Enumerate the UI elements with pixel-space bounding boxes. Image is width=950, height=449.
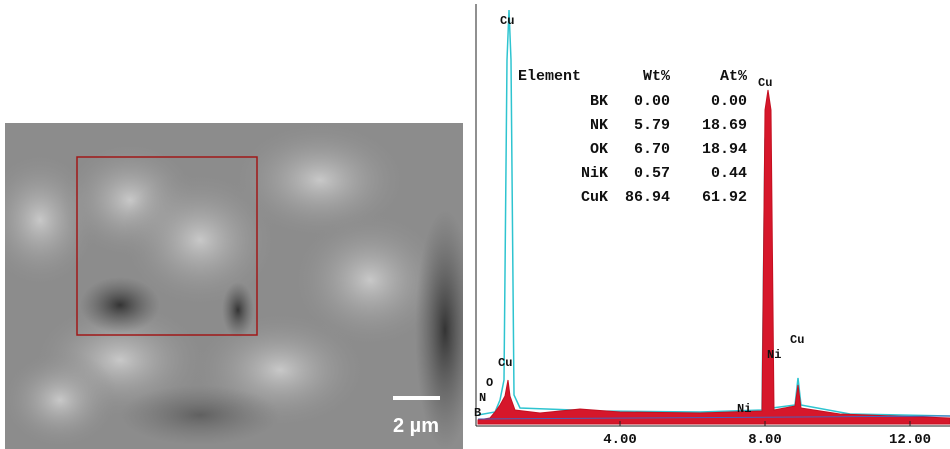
- table-cell: 18.69: [702, 117, 747, 134]
- table-cell: 0.57: [634, 165, 670, 182]
- peak-label: N: [479, 391, 486, 405]
- scale-bar-label: 2 µm: [393, 415, 439, 437]
- table-cell: OK: [590, 141, 608, 158]
- peak-label: Cu: [498, 356, 512, 370]
- table-cell: 0.44: [711, 165, 747, 182]
- peak-label: B: [474, 406, 481, 420]
- table-cell: 61.92: [702, 189, 747, 206]
- table-cell: 86.94: [625, 189, 670, 206]
- table-header: Wt%: [643, 68, 671, 85]
- table-cell: 0.00: [634, 93, 670, 110]
- table-cell: 18.94: [702, 141, 747, 158]
- table-cell: 5.79: [634, 117, 670, 134]
- x-tick-label: 8.00: [748, 432, 782, 448]
- table-header: At%: [720, 68, 748, 85]
- table-cell: BK: [590, 93, 608, 110]
- table-header: Element: [518, 68, 581, 85]
- peak-label: Cu: [790, 333, 804, 347]
- peak-label: O: [486, 376, 493, 390]
- table-cell: CuK: [581, 189, 608, 206]
- peak-label: Ni: [737, 402, 751, 416]
- figure: 2 µm Cu Cu Cu Ni Ni Cu ONB 4.00 8.00 12.00 Eleme…: [0, 0, 950, 449]
- x-tick-label: 4.00: [603, 432, 637, 448]
- table-cell: 6.70: [634, 141, 670, 158]
- table-cell: 0.00: [711, 93, 747, 110]
- peak-label: Cu: [758, 76, 772, 90]
- spectrum: Cu Cu Cu Ni Ni Cu ONB 4.00 8.00 12.00 Element Wt%…: [474, 0, 950, 449]
- peak-label: Cu: [500, 14, 514, 28]
- x-tick-label: 12.00: [889, 432, 931, 448]
- peak-label: Ni: [767, 348, 781, 362]
- table-cell: NiK: [581, 165, 608, 182]
- table-cell: NK: [590, 117, 608, 134]
